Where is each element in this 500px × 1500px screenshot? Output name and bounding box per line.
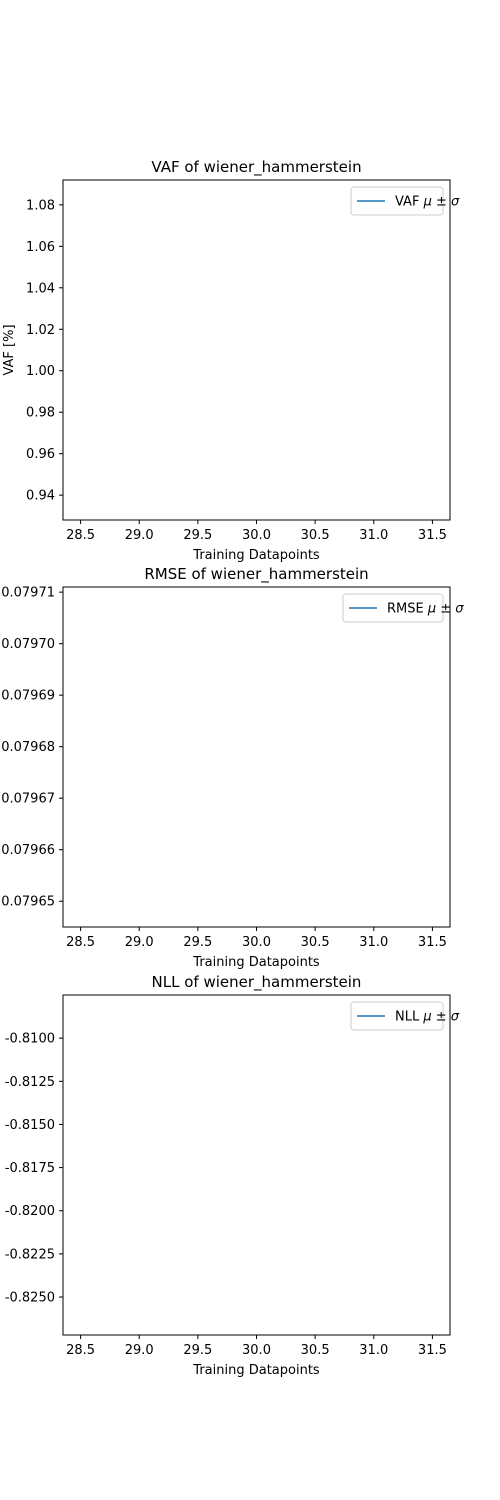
vaf-y-axis-label: VAF [%] xyxy=(2,324,17,375)
vaf-legend-label: VAF μ ± σ xyxy=(395,195,460,210)
nll-y-tick-label: -0.8100 xyxy=(5,1032,55,1047)
rmse-y-tick-label: 0.07967 xyxy=(1,792,55,807)
nll-legend-label: NLL μ ± σ xyxy=(395,1010,460,1025)
vaf-x-tick-label: 31.5 xyxy=(418,528,447,543)
nll-y-tick-label: -0.8200 xyxy=(5,1204,55,1219)
rmse-legend-label-symbol: μ ± σ xyxy=(424,602,465,617)
vaf-chart-title: VAF of wiener_hammerstein xyxy=(151,158,361,177)
vaf-x-tick-label: 30.0 xyxy=(242,528,271,543)
rmse-legend-box xyxy=(342,593,444,623)
rmse-legend-label-name: RMSE xyxy=(387,602,424,617)
nll-x-tick-label: 29.5 xyxy=(183,1343,212,1358)
vaf-x-tick-label: 29.5 xyxy=(183,528,212,543)
nll-legend-box xyxy=(350,1001,444,1031)
vaf-y-tick-label: 1.06 xyxy=(26,240,55,255)
nll-y-tick-label: -0.8175 xyxy=(5,1161,55,1176)
vaf-y-tick-label: 1.00 xyxy=(26,364,55,379)
rmse-legend-label: RMSE μ ± σ xyxy=(387,602,464,617)
nll-x-tick-label: 31.5 xyxy=(418,1343,447,1358)
rmse-y-tick-label: 0.07970 xyxy=(1,637,55,652)
rmse-y-tick-label: 0.07971 xyxy=(1,586,55,601)
vaf-x-tick-label: 29.0 xyxy=(125,528,154,543)
vaf-y-tick-label: 0.98 xyxy=(26,406,55,421)
rmse-legend: RMSE μ ± σ xyxy=(342,593,464,623)
nll-x-tick-label: 28.5 xyxy=(66,1343,95,1358)
rmse-x-tick-label: 30.0 xyxy=(242,935,271,950)
rmse-chart: RMSE of wiener_hammerstein 28.5 29.0 29.5 30… xyxy=(1,565,464,970)
nll-x-tick-label: 29.0 xyxy=(125,1343,154,1358)
nll-x-tick-label: 30.5 xyxy=(301,1343,330,1358)
rmse-y-tick-label: 0.07965 xyxy=(1,895,55,910)
rmse-y-tick-label: 0.07966 xyxy=(1,843,55,858)
rmse-x-tick-label: 29.0 xyxy=(125,935,154,950)
rmse-x-tick-label: 29.5 xyxy=(183,935,212,950)
vaf-legend-box xyxy=(350,186,444,216)
nll-legend-label-name: NLL xyxy=(395,1010,420,1025)
nll-legend-label-symbol: μ ± σ xyxy=(419,1010,460,1025)
nll-x-tick-label: 30.0 xyxy=(242,1343,271,1358)
vaf-y-tick-label: 1.08 xyxy=(26,198,55,213)
nll-chart: NLL of wiener_hammerstein 28.5 29.0 29.5 30.… xyxy=(5,973,460,1378)
vaf-x-tick-label: 31.0 xyxy=(359,528,388,543)
vaf-x-tick-label: 28.5 xyxy=(66,528,95,543)
nll-y-tick-label: -0.8225 xyxy=(5,1247,55,1262)
nll-x-axis-label: Training Datapoints xyxy=(192,1363,320,1378)
rmse-chart-title: RMSE of wiener_hammerstein xyxy=(144,565,368,584)
nll-x-tick-label: 31.0 xyxy=(359,1343,388,1358)
vaf-legend: VAF μ ± σ xyxy=(350,186,460,216)
rmse-x-axis-label: Training Datapoints xyxy=(192,955,320,970)
nll-chart-title: NLL of wiener_hammerstein xyxy=(152,973,362,992)
vaf-x-axis-label: Training Datapoints xyxy=(192,548,320,563)
vaf-chart: VAF of wiener_hammerstein 28.5 29.0 29.5 30.… xyxy=(2,158,460,563)
rmse-x-tick-label: 31.0 xyxy=(359,935,388,950)
nll-legend: NLL μ ± σ xyxy=(350,1001,460,1031)
nll-y-tick-label: -0.8125 xyxy=(5,1075,55,1090)
vaf-y-tick-label: 0.94 xyxy=(26,489,55,504)
vaf-y-tick-label: 0.96 xyxy=(26,447,55,462)
rmse-y-tick-label: 0.07968 xyxy=(1,740,55,755)
nll-y-tick-label: -0.8250 xyxy=(5,1291,55,1306)
rmse-x-tick-label: 30.5 xyxy=(301,935,330,950)
vaf-y-tick-label: 1.04 xyxy=(26,281,55,296)
rmse-x-tick-label: 31.5 xyxy=(418,935,447,950)
rmse-x-tick-label: 28.5 xyxy=(66,935,95,950)
vaf-legend-label-name: VAF xyxy=(395,195,419,210)
vaf-x-tick-label: 30.5 xyxy=(301,528,330,543)
nll-y-tick-label: -0.8150 xyxy=(5,1118,55,1133)
vaf-y-tick-label: 1.02 xyxy=(26,323,55,338)
rmse-y-tick-label: 0.07969 xyxy=(1,689,55,704)
vaf-legend-label-symbol: μ ± σ xyxy=(419,195,460,210)
